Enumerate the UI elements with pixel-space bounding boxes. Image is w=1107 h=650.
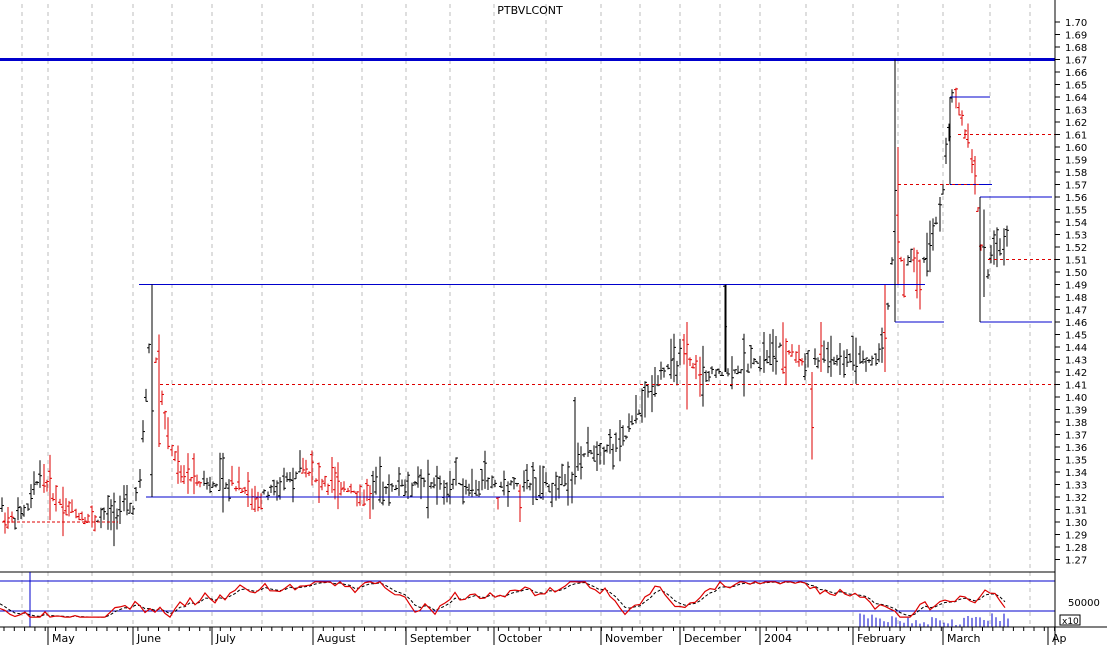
y-tick-label: 1.34 [1065,468,1087,479]
x-tick-label: May [52,632,75,645]
multiplier-box [1059,614,1081,626]
y-tick-label: 1.61 [1065,131,1087,142]
y-tick-label: 1.68 [1065,43,1087,54]
y-tick-label: 1.44 [1065,343,1087,354]
y-tick-label: 1.42 [1065,368,1087,379]
x-tick-label: October [498,632,542,645]
y-tick-label: 1.39 [1065,406,1087,417]
y-tick-label: 1.29 [1065,531,1087,542]
y-tick-label: 1.69 [1065,31,1087,42]
y-tick-label: 1.30 [1065,518,1087,529]
trend-lines [0,58,1055,498]
y-tick-label: 1.38 [1065,418,1087,429]
y-tick-label: 1.46 [1065,318,1087,329]
y-tick-label: 1.45 [1065,331,1087,342]
y-tick-label: 1.52 [1065,243,1087,254]
oscillator-panel: 50000 x10 [0,571,1100,627]
x-tick-label: 2004 [764,632,792,645]
y-tick-label: 1.51 [1065,256,1087,267]
y-tick-label: 1.59 [1065,156,1087,167]
x-tick-label: August [317,632,356,645]
x-tick-label: November [605,632,663,645]
y-tick-label: 1.60 [1065,143,1087,154]
y-tick-label: 1.35 [1065,456,1087,467]
y-tick-label: 1.33 [1065,481,1087,492]
x-tick-label: September [410,632,471,645]
y-tick-label: 1.66 [1065,68,1087,79]
y-tick-label: 1.65 [1065,81,1087,92]
y-tick-label: 1.27 [1065,556,1087,567]
y-tick-label: 1.53 [1065,231,1087,242]
x-tick-label: July [215,632,236,645]
oscillator-multiplier-label: x10 [1062,617,1079,627]
y-tick-label: 1.41 [1065,381,1087,392]
y-tick-label: 1.43 [1065,356,1087,367]
y-tick-label: 1.48 [1065,293,1087,304]
y-tick-label: 1.49 [1065,281,1087,292]
y-tick-label: 1.70 [1065,18,1087,29]
x-tick-label: February [857,632,906,645]
y-tick-label: 1.55 [1065,206,1087,217]
y-tick-label: 1.56 [1065,193,1087,204]
oscillator-scale-label: 50000 [1068,598,1100,609]
y-tick-label: 1.40 [1065,393,1087,404]
y-tick-label: 1.57 [1065,181,1087,192]
y-tick-label: 1.37 [1065,431,1087,442]
y-tick-label: 1.32 [1065,493,1087,504]
chart-title: PTBVLCONT [497,4,563,17]
y-tick-label: 1.28 [1065,543,1087,554]
x-tick-label: December [684,632,742,645]
y-tick-label: 1.62 [1065,118,1087,129]
y-tick-label: 1.36 [1065,443,1087,454]
oscillator-line [0,580,1006,618]
y-tick-label: 1.64 [1065,93,1087,104]
x-tick-label: Ap [1052,632,1067,645]
x-tick-label: March [947,632,981,645]
y-tick-label: 1.58 [1065,168,1087,179]
y-tick-label: 1.63 [1065,106,1087,117]
y-tick-label: 1.54 [1065,218,1087,229]
y-tick-label: 1.31 [1065,506,1087,517]
y-tick-label: 1.67 [1065,56,1087,67]
y-tick-label: 1.47 [1065,306,1087,317]
x-tick-label: June [136,632,161,645]
y-tick-label: 1.50 [1065,268,1087,279]
